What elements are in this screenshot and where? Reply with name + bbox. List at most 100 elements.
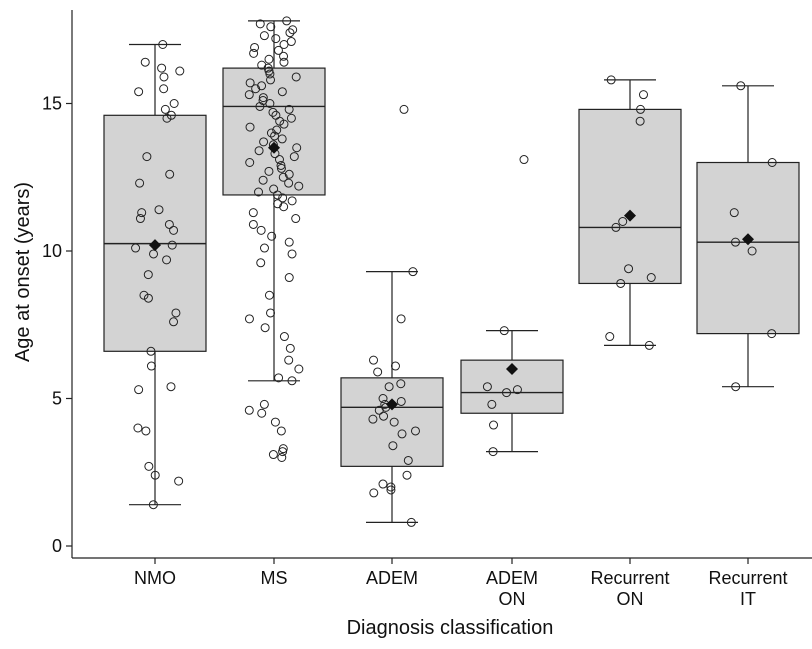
outlier-point: [399, 104, 409, 114]
data-point: [271, 34, 281, 44]
data-point: [258, 175, 268, 185]
data-point: [244, 314, 254, 324]
data-point: [259, 243, 269, 253]
data-point: [265, 69, 275, 79]
data-point: [396, 379, 406, 389]
data-point: [646, 273, 656, 283]
data-point: [133, 423, 143, 433]
data-point: [265, 99, 275, 108]
data-point: [285, 28, 295, 38]
data-point: [277, 134, 287, 144]
data-point: [624, 264, 634, 274]
data-point: [143, 270, 153, 280]
data-point: [131, 243, 141, 253]
data-point: [160, 104, 170, 114]
data-point: [245, 158, 255, 167]
data-point: [273, 199, 283, 209]
y-tick-label: 0: [52, 536, 62, 556]
data-point: [279, 40, 289, 49]
box: [340, 377, 444, 467]
mean-marker: [624, 209, 636, 222]
mean-marker: [149, 239, 161, 252]
y-tick-label: 5: [52, 389, 62, 409]
data-point: [402, 470, 412, 480]
data-point: [276, 426, 286, 436]
data-point: [250, 42, 260, 52]
data-point: [384, 382, 394, 392]
data-point: [285, 343, 295, 353]
data-point: [499, 326, 509, 336]
data-point: [266, 308, 276, 318]
data-point: [154, 205, 164, 215]
data-point: [254, 187, 264, 197]
data-point: [390, 361, 400, 371]
data-point: [410, 426, 420, 436]
data-point: [259, 399, 269, 409]
data-point: [279, 202, 289, 212]
data-point: [389, 417, 399, 427]
data-point: [158, 40, 168, 49]
data-point: [379, 411, 389, 421]
data-point: [618, 217, 628, 226]
x-tick-label: ON: [617, 589, 644, 609]
data-point: [368, 414, 378, 424]
data-point: [146, 361, 156, 371]
data-point: [278, 447, 288, 457]
data-point: [169, 225, 179, 235]
data-point: [255, 101, 265, 111]
data-point: [255, 19, 265, 29]
x-tick-label: NMO: [134, 568, 176, 588]
mean-marker: [506, 363, 518, 375]
data-point: [137, 208, 147, 218]
data-point: [141, 426, 151, 436]
x-tick-label: IT: [740, 589, 756, 609]
data-point: [482, 382, 492, 392]
data-point: [245, 122, 255, 132]
data-point: [489, 420, 499, 430]
data-point: [284, 355, 294, 365]
data-point: [292, 143, 302, 153]
data-point: [408, 267, 418, 277]
data-point: [638, 90, 648, 100]
data-point: [266, 75, 276, 85]
data-point: [277, 87, 287, 97]
data-point: [268, 107, 278, 117]
y-axis-title: Age at onset (years): [12, 182, 34, 362]
data-point: [406, 517, 416, 527]
data-point: [606, 75, 616, 85]
data-point: [286, 37, 296, 47]
x-tick-label: Recurrent: [708, 568, 787, 588]
data-point: [374, 405, 384, 415]
data-point: [159, 84, 169, 94]
data-point: [245, 78, 255, 88]
data-point: [284, 178, 294, 188]
data-point: [605, 332, 615, 342]
mean-marker: [386, 398, 398, 411]
data-point: [284, 104, 294, 114]
data-point: [284, 237, 294, 247]
data-point: [373, 367, 383, 377]
data-point: [171, 308, 181, 318]
data-point: [287, 196, 297, 206]
data-point: [249, 48, 259, 58]
data-point: [731, 382, 741, 392]
data-point: [264, 54, 274, 64]
data-point: [635, 116, 645, 126]
data-point: [286, 113, 296, 123]
data-point: [386, 485, 396, 495]
data-point: [244, 90, 254, 100]
x-tick-label: Recurrent: [590, 568, 669, 588]
data-point: [272, 125, 282, 135]
data-point: [166, 110, 176, 120]
data-point: [251, 84, 261, 94]
data-point: [386, 482, 396, 492]
data-point: [284, 273, 294, 283]
data-point: [248, 219, 258, 229]
data-point: [369, 355, 379, 365]
data-point: [512, 385, 522, 395]
data-point: [162, 113, 172, 123]
box: [696, 161, 800, 335]
data-point: [403, 455, 413, 465]
data-point: [644, 340, 654, 350]
data-point: [730, 237, 740, 247]
